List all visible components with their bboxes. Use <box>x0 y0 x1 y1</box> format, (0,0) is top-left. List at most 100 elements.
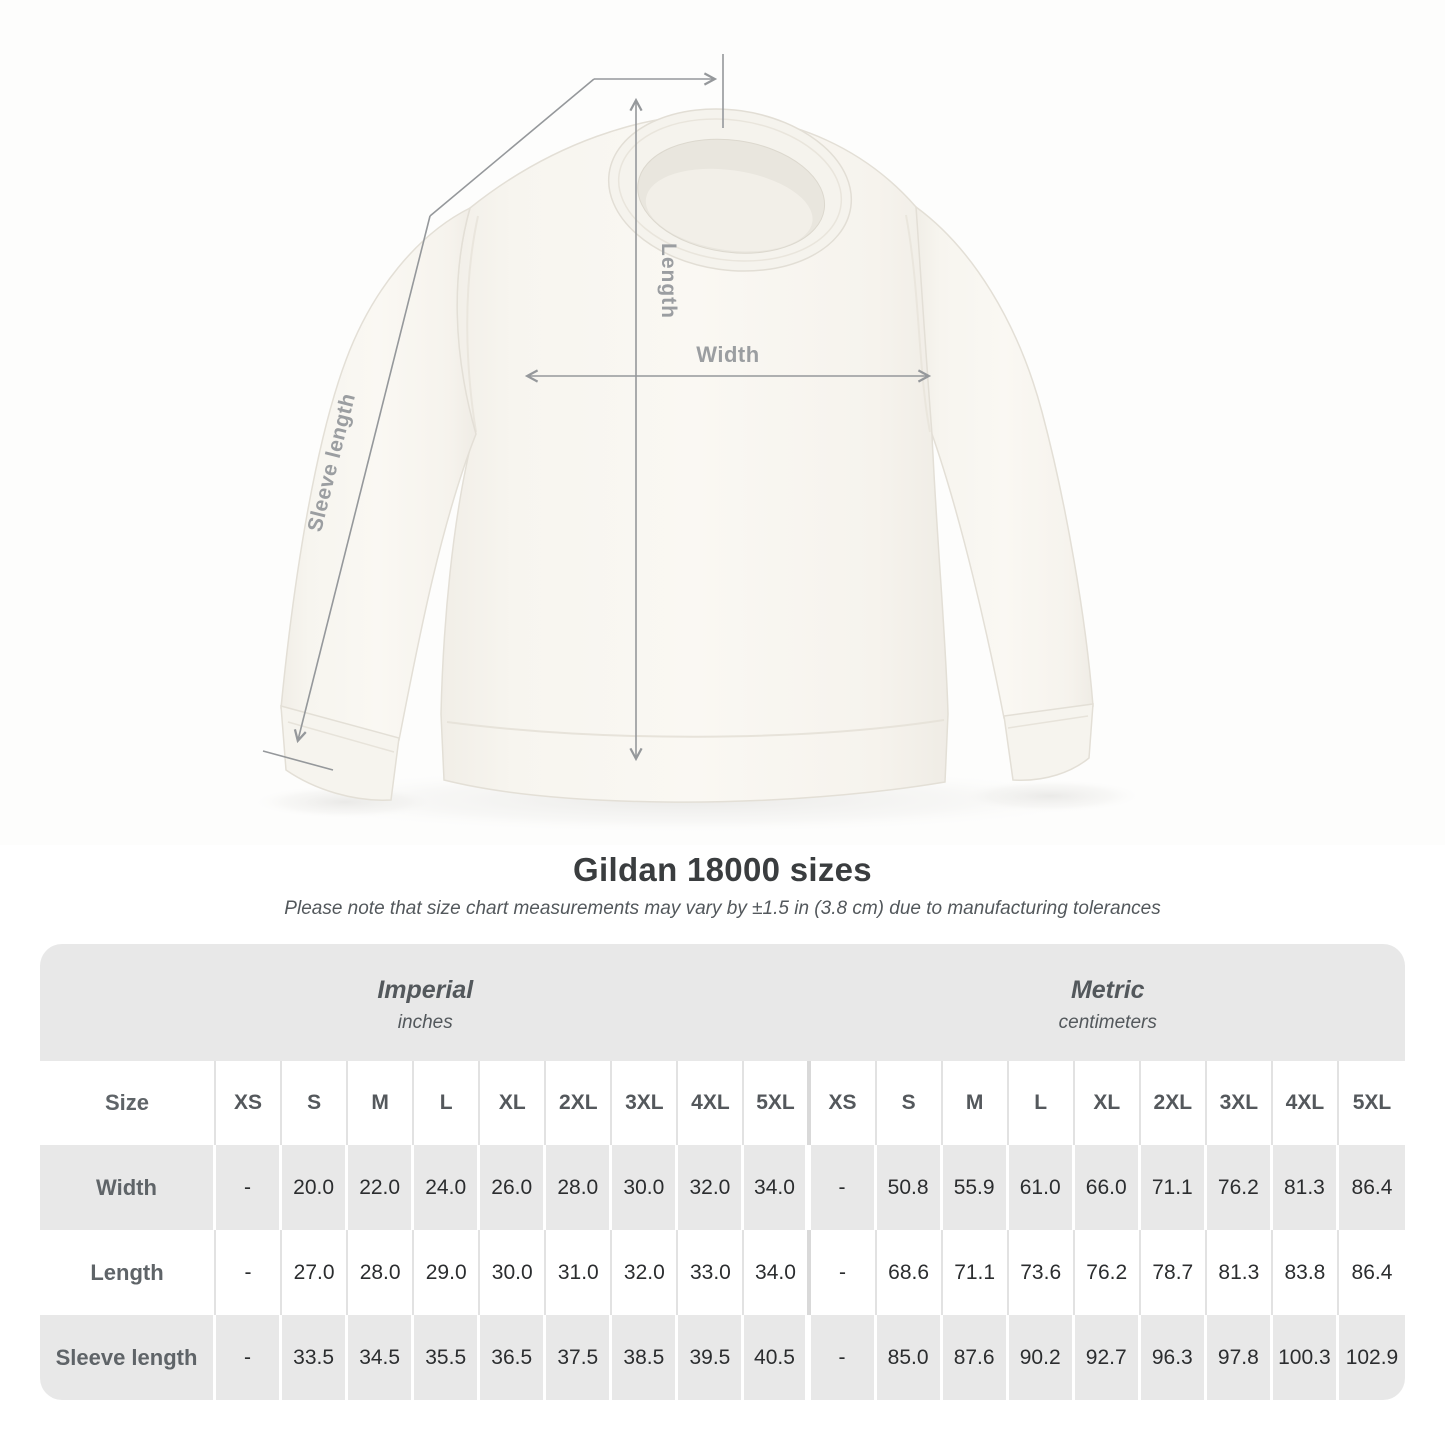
value-cell: - <box>810 1145 877 1230</box>
value-cell: 81.3 <box>1206 1230 1273 1315</box>
imperial-unit: inches <box>397 1011 453 1033</box>
row-sleeve-length: Sleeve length -33.5 34.5 35.5 36.5 37.5 38.5 39… <box>40 1315 1405 1400</box>
value-cell: - <box>810 1315 877 1400</box>
value-cell: 26.0 <box>480 1145 547 1230</box>
size-col-header: 5XL <box>744 1061 811 1145</box>
size-col-header: XS <box>810 1061 877 1145</box>
sleeve-end-tick <box>262 750 334 771</box>
width-label: Width <box>696 342 759 367</box>
value-cell: 22.0 <box>348 1145 415 1230</box>
size-col-header: 5XL <box>1338 1061 1405 1145</box>
value-cell: 96.3 <box>1140 1315 1207 1400</box>
value-cell: 20.0 <box>282 1145 349 1230</box>
value-cell: 90.2 <box>1008 1315 1075 1400</box>
value-cell: 31.0 <box>546 1230 613 1315</box>
value-cell: 102.9 <box>1338 1315 1405 1400</box>
value-cell: 68.6 <box>876 1230 943 1315</box>
value-cell: 73.6 <box>1008 1230 1075 1315</box>
size-col-header: S <box>876 1061 943 1145</box>
value-cell: 85.0 <box>876 1315 943 1400</box>
value-cell: - <box>216 1230 283 1315</box>
tolerance-note: Please note that size chart measurements… <box>284 898 1161 919</box>
value-cell: 28.0 <box>348 1230 415 1315</box>
size-col-header: 3XL <box>612 1061 679 1145</box>
right-armhole-seam <box>905 214 931 433</box>
value-cell: - <box>216 1145 283 1230</box>
crewneck-collar <box>607 108 853 272</box>
metric-title: Metric <box>1070 975 1145 1004</box>
size-col-header: S <box>282 1061 349 1145</box>
size-col-header: 4XL <box>678 1061 745 1145</box>
left-cuff-seam <box>287 721 395 753</box>
sleeve-line-shoulder <box>429 78 595 217</box>
value-cell: 30.0 <box>480 1230 547 1315</box>
value-cell: 50.8 <box>876 1145 943 1230</box>
right-cuff <box>1003 703 1094 781</box>
value-cell: 78.7 <box>1140 1230 1207 1315</box>
value-cell: 34.0 <box>744 1230 811 1315</box>
imperial-title: Imperial <box>377 975 474 1004</box>
value-cell: 100.3 <box>1272 1315 1339 1400</box>
left-cuff <box>280 704 400 801</box>
value-cell: 33.5 <box>282 1315 349 1400</box>
measurement-lines <box>262 54 932 771</box>
value-cell: 33.0 <box>678 1230 745 1315</box>
value-cell: 40.5 <box>744 1315 811 1400</box>
product-measurement-diagram: Length Width Sleeve length <box>250 54 1145 834</box>
unit-group-imperial: Imperial inches <box>40 944 811 1061</box>
size-col-header: M <box>942 1061 1009 1145</box>
value-cell: 86.4 <box>1338 1145 1405 1230</box>
value-cell: 32.0 <box>612 1230 679 1315</box>
row-width: Width -20.0 22.0 24.0 26.0 28.0 30.0 32.0 34.0-5… <box>40 1145 1405 1230</box>
metric-unit: centimeters <box>1058 1011 1157 1033</box>
value-cell: 38.5 <box>612 1315 679 1400</box>
sleeve-line-arm <box>293 215 431 744</box>
size-col-header: L <box>414 1061 481 1145</box>
value-cell: 37.5 <box>546 1315 613 1400</box>
value-cell: - <box>810 1230 877 1315</box>
value-cell: 61.0 <box>1008 1145 1075 1230</box>
value-cell: 71.1 <box>942 1230 1009 1315</box>
row-label: Length <box>40 1230 216 1315</box>
value-cell: 35.5 <box>414 1315 481 1400</box>
value-cell: 29.0 <box>414 1230 481 1315</box>
units-band: Imperial inches Metric centimeters <box>40 944 1405 1061</box>
size-col-header: L <box>1008 1061 1075 1145</box>
value-cell: 28.0 <box>546 1145 613 1230</box>
page-title: Gildan 18000 sizes <box>573 851 872 888</box>
value-cell: 30.0 <box>612 1145 679 1230</box>
value-cell: 55.9 <box>942 1145 1009 1230</box>
value-cell: 76.2 <box>1074 1230 1141 1315</box>
left-armhole-seam <box>466 215 479 433</box>
value-cell: 34.5 <box>348 1315 415 1400</box>
value-cell: 92.7 <box>1074 1315 1141 1400</box>
value-cell: - <box>216 1315 283 1400</box>
size-col-header: 2XL <box>1140 1061 1207 1145</box>
size-col-header: 2XL <box>546 1061 613 1145</box>
size-col-header: 3XL <box>1206 1061 1273 1145</box>
value-cell: 86.4 <box>1338 1230 1405 1315</box>
right-cuff-seam <box>1007 715 1089 729</box>
size-chart-table: Imperial inches Metric centimeters Size X… <box>40 944 1405 1400</box>
size-col-header: 4XL <box>1272 1061 1339 1145</box>
size-col-header: M <box>348 1061 415 1145</box>
value-cell: 66.0 <box>1074 1145 1141 1230</box>
size-header-row: Size XS S M L XL 2XL 3XL 4XL 5XL XS S M L XL 2XL 3XL 4XL 5… <box>40 1061 1405 1145</box>
size-col-header: XL <box>1074 1061 1141 1145</box>
row-label: Sleeve length <box>40 1315 216 1400</box>
right-cuff-shadow <box>955 779 1145 813</box>
value-cell: 81.3 <box>1272 1145 1339 1230</box>
sweatshirt-diagram-svg: Length Width Sleeve length <box>250 54 1145 834</box>
size-col-header: XL <box>480 1061 547 1145</box>
value-cell: 24.0 <box>414 1145 481 1230</box>
value-cell: 83.8 <box>1272 1230 1339 1315</box>
size-column-header: Size <box>40 1061 216 1145</box>
value-cell: 32.0 <box>678 1145 745 1230</box>
value-cell: 36.5 <box>480 1315 547 1400</box>
value-cell: 27.0 <box>282 1230 349 1315</box>
value-cell: 71.1 <box>1140 1145 1207 1230</box>
value-cell: 87.6 <box>942 1315 1009 1400</box>
value-cell: 34.0 <box>744 1145 811 1230</box>
value-cell: 39.5 <box>678 1315 745 1400</box>
